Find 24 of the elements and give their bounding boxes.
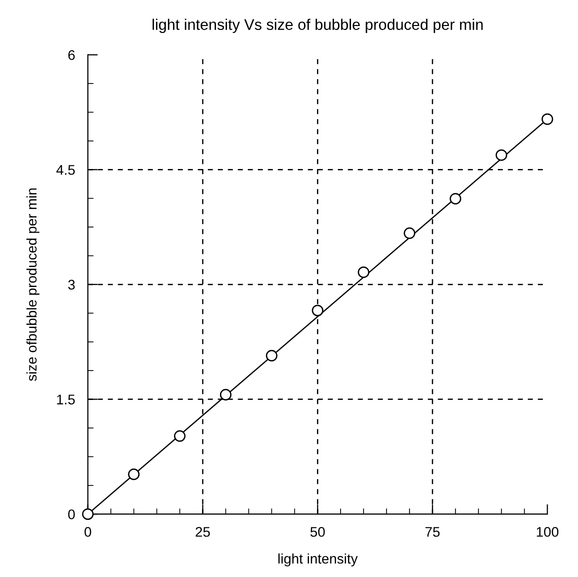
point — [358, 266, 370, 278]
point — [312, 304, 324, 316]
point — [220, 388, 232, 400]
point — [542, 113, 554, 125]
x-tick-label: 50 — [310, 526, 325, 537]
y-tick-label: 1.5 — [57, 394, 75, 404]
point — [82, 508, 94, 520]
y-tick-label: 0 — [68, 509, 75, 520]
x-axis-title: light intensity — [278, 553, 358, 566]
y-tick-label: 3 — [68, 280, 75, 290]
x-tick-label: 75 — [425, 527, 440, 537]
point — [128, 468, 140, 480]
point — [266, 350, 278, 362]
y-tick-label: 6 — [68, 50, 75, 60]
x-tick-label: 100 — [536, 526, 558, 537]
point — [450, 192, 462, 204]
point — [404, 227, 416, 239]
point — [174, 430, 186, 442]
y-tick-label: 4.5 — [56, 165, 75, 175]
y-axis-title: size ofbubble produced per min — [26, 188, 40, 381]
point — [496, 149, 508, 161]
chart-title: light intensity Vs size of bubble produced per min — [152, 18, 483, 33]
x-tick-label: 25 — [196, 526, 210, 537]
x-tick-label: 0 — [84, 526, 92, 537]
